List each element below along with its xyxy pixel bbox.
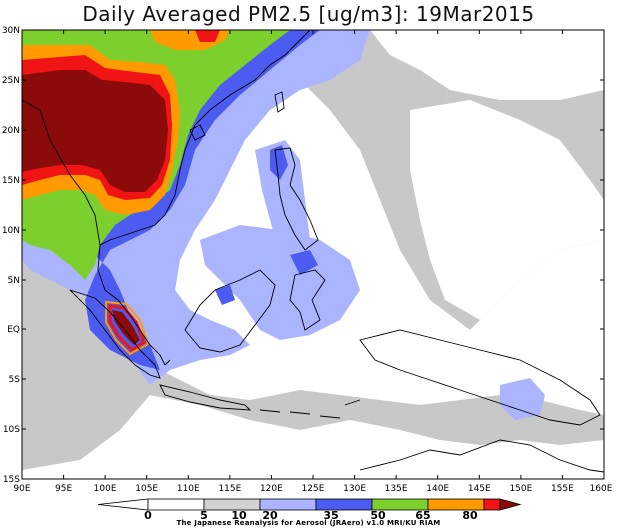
blue-patch-celebes (290, 250, 318, 275)
coast-newguinea (359, 329, 601, 426)
colorbar-label: 5 (200, 509, 208, 522)
lat-label: 25N (2, 76, 20, 86)
lon-label: 90E (13, 484, 30, 494)
lightblue-newguinea (500, 378, 545, 420)
lat-label: EQ (7, 325, 20, 335)
coast-borneo (184, 269, 276, 353)
lon-label: 140E (426, 484, 449, 494)
colorbar-label: 35 (323, 509, 338, 522)
lon-label: 110E (177, 484, 200, 494)
white-patch-east (410, 100, 604, 320)
colorbar-label: 10 (231, 509, 247, 522)
lon-labels: 90E 95E 100E 105E 110E 115E 120E 125E 13… (13, 484, 612, 494)
coast-sulawesi (289, 269, 326, 331)
white-patch-north (370, 30, 604, 100)
credit-text: The Japanese Reanalysis for Aerosol (JRA… (176, 519, 441, 527)
coast-hainan (189, 124, 206, 141)
concentration-field (22, 30, 604, 479)
lat-labels: 30N 25N 20N 15N 10N 5N EQ 5S 10S 15S (2, 26, 20, 485)
lat-label: 10S (3, 425, 20, 435)
lon-label: 125E (302, 484, 325, 494)
lon-label: 145E (468, 484, 491, 494)
lon-label: 150E (509, 484, 532, 494)
coast-taiwan (274, 91, 285, 113)
axis-ticks (22, 29, 604, 479)
colorbar-segment-8 (499, 498, 522, 511)
lat-label: 5S (9, 375, 21, 385)
lon-label: 135E (385, 484, 408, 494)
colorbar-label: 20 (262, 509, 278, 522)
lon-label: 155E (551, 484, 574, 494)
blue-patch-borneo (215, 285, 235, 305)
coast-australia-north (359, 439, 604, 473)
lon-label: 120E (260, 484, 283, 494)
blue-patch-philippines (270, 145, 288, 180)
coast-asia-mainland (22, 30, 311, 366)
white-patch-south (22, 395, 604, 479)
coast-java (159, 384, 252, 411)
lat-label: 20N (2, 126, 20, 136)
lon-label: 115E (218, 484, 241, 494)
lat-label: 30N (2, 26, 20, 36)
lon-label: 95E (55, 484, 72, 494)
coast-philippines (274, 147, 319, 251)
colorbar-segment-0 (97, 498, 149, 511)
coastlines (22, 30, 604, 473)
lat-label: 15N (2, 176, 20, 186)
darkred-region (22, 70, 168, 192)
lat-label: 10N (2, 226, 20, 236)
lon-label: 105E (135, 484, 158, 494)
lon-label: 100E (94, 484, 117, 494)
coast-lesser-sunda (259, 399, 361, 419)
colorbar-label: 65 (415, 509, 430, 522)
lon-label: 160E (590, 484, 613, 494)
red-top (195, 30, 220, 42)
lon-label: 130E (343, 484, 366, 494)
colorbar-segment-7 (483, 498, 501, 511)
map-title: Daily Averaged PM2.5 [ug/m3]: 19Mar2015 (82, 2, 535, 26)
darkred-sumatra (112, 310, 140, 345)
lat-label: 5N (8, 276, 20, 286)
lat-label: 15S (3, 475, 20, 485)
colorbar-label: 80 (462, 509, 478, 522)
colorbar-labels: 0 5 10 20 35 50 65 80 (144, 509, 478, 522)
coast-sumatra (69, 289, 161, 379)
colorbar-segment-1 (147, 498, 205, 511)
colorbar-label: 50 (370, 509, 386, 522)
colorbar-label: 0 (144, 509, 152, 522)
colorbar (97, 498, 522, 511)
lightblue-central (200, 225, 360, 340)
